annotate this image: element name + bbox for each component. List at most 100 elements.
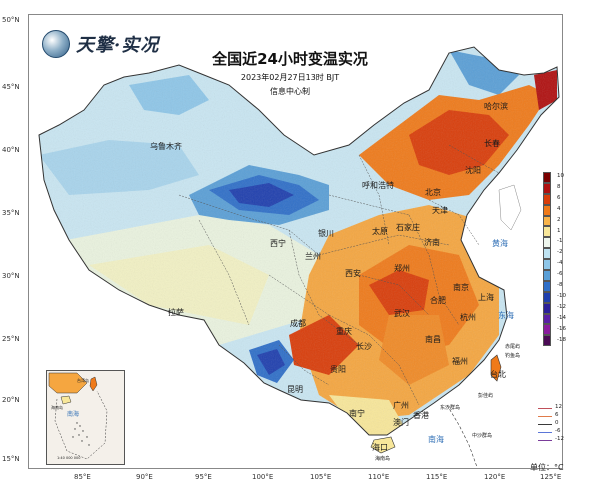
city-label: 拉萨 (168, 308, 184, 317)
island-label: 海南岛 (375, 456, 391, 462)
lon-label-125: 125°E (540, 473, 562, 481)
temperature-legend: 10 8 6 4 2 1 -1 -2 -4 -6 -8 -10 -12 -14 -16 -18 (543, 172, 566, 347)
south-china-sea-inset: 台湾岛 海南岛 南海 1:40 000 000 (46, 370, 125, 465)
city-label: 太原 (372, 227, 388, 236)
legend-label: -12 (557, 303, 566, 310)
lat-label-40: 40°N (2, 146, 20, 154)
city-label: 香港 (413, 411, 429, 420)
legend-label: -2 (557, 249, 563, 256)
lon-label-85: 85°E (74, 473, 91, 481)
lon-label-120: 120°E (484, 473, 506, 481)
city-label: 天津 (432, 206, 448, 215)
legend-label: -6 (557, 271, 563, 278)
isotherm-line (538, 432, 552, 434)
lat-label-30: 30°N (2, 272, 20, 280)
lat-label-20: 20°N (2, 396, 20, 404)
city-label: 石家庄 (396, 223, 420, 232)
city-label: 南宁 (349, 409, 365, 418)
globe-icon (42, 30, 70, 58)
city-label: 长沙 (356, 342, 372, 351)
legend-label: 10 (557, 173, 564, 179)
isotherm-line (538, 416, 552, 418)
city-label: 哈尔滨 (484, 102, 508, 111)
legend-swatch (543, 226, 551, 238)
inset-map: 台湾岛 海南岛 南海 1:40 000 000 (47, 371, 124, 464)
legend-label: 1 (557, 227, 561, 234)
lat-label-25: 25°N (2, 335, 20, 343)
legend-swatch (543, 215, 551, 227)
sea-label: 黄海 (492, 239, 508, 248)
city-label: 沈阳 (465, 166, 481, 175)
lon-label-100: 100°E (252, 473, 274, 481)
legend-swatch (543, 324, 551, 336)
city-label: 昆明 (287, 385, 303, 394)
inset-label-taiwan: 台湾岛 (77, 377, 89, 383)
logo: 天擎·实况 (42, 30, 159, 58)
island-label: 赤尾屿 (505, 344, 521, 350)
city-label: 海口 (372, 443, 388, 452)
lon-label-95: 95°E (195, 473, 212, 481)
legend-swatch (543, 313, 551, 325)
city-label: 重庆 (336, 327, 352, 336)
legend-label: -16 (557, 325, 566, 332)
legend-label: -8 (557, 282, 563, 288)
sea-label: 东海 (498, 311, 514, 320)
city-label: 兰州 (305, 252, 321, 261)
island-label: 中沙群岛 (472, 433, 493, 439)
inset-scale: 1:40 000 000 (57, 456, 80, 460)
inset-label-hainan: 海南岛 (51, 404, 63, 410)
legend-swatch (543, 237, 551, 249)
unit-label: 单位：°C (530, 463, 564, 472)
map-timestamp: 2023年02月27日13时 BJT (240, 73, 340, 82)
city-label: 成都 (290, 319, 306, 328)
lon-label-90: 90°E (136, 473, 153, 481)
lon-label-110: 110°E (368, 473, 390, 481)
legend-swatch (543, 193, 551, 205)
legend-swatch (543, 182, 551, 194)
isotherm-label: 12 (555, 404, 562, 410)
city-label: 福州 (452, 357, 468, 366)
map-title: 全国近24小时变温实况 (212, 50, 368, 68)
city-label: 乌鲁木齐 (150, 142, 182, 151)
legend-swatch (543, 270, 551, 281)
sea-label: 南海 (428, 435, 444, 444)
legend-label: -14 (557, 314, 566, 321)
city-label: 济南 (424, 238, 440, 247)
legend-swatch (543, 335, 551, 347)
isotherm-label: 0 (555, 420, 559, 426)
legend-swatch (543, 280, 551, 292)
legend-label: -18 (557, 336, 566, 343)
city-label: 呼和浩特 (362, 181, 394, 190)
city-label: 西安 (345, 269, 361, 278)
province-boundaries (178, 144, 500, 406)
city-label: 郑州 (394, 264, 410, 273)
isotherm-label: 6 (555, 412, 559, 418)
legend-swatch (543, 291, 551, 303)
city-label: 武汉 (394, 309, 410, 318)
island-label: 东沙群岛 (440, 405, 461, 411)
city-label: 北京 (425, 188, 441, 197)
city-label: 澳门 (393, 418, 409, 427)
logo-text: 天擎·实况 (76, 35, 160, 56)
city-label: 广州 (393, 401, 409, 410)
city-label: 长春 (484, 139, 500, 148)
lon-label-115: 115°E (426, 473, 448, 481)
lat-label-45: 45°N (2, 83, 20, 91)
legend-label: 2 (557, 216, 561, 223)
city-label: 南昌 (425, 335, 441, 344)
isotherm-line (538, 440, 552, 442)
isotherm-line (538, 408, 552, 410)
city-label: 杭州 (460, 313, 476, 322)
city-label: 西宁 (270, 239, 286, 248)
legend-label: -4 (557, 260, 563, 267)
lat-label-15: 15°N (2, 455, 20, 463)
legend-swatch (543, 259, 551, 271)
city-label: 上海 (478, 293, 494, 302)
legend-swatch (543, 302, 551, 314)
legend-swatch (543, 204, 551, 216)
city-label: 银川 (318, 229, 334, 238)
city-label: 合肥 (430, 296, 446, 305)
lat-label-35: 35°N (2, 209, 20, 217)
city-label: 贵阳 (330, 365, 346, 374)
title-block: 全国近24小时变温实况 2023年02月27日13时 BJT 信息中心制 (180, 48, 400, 97)
